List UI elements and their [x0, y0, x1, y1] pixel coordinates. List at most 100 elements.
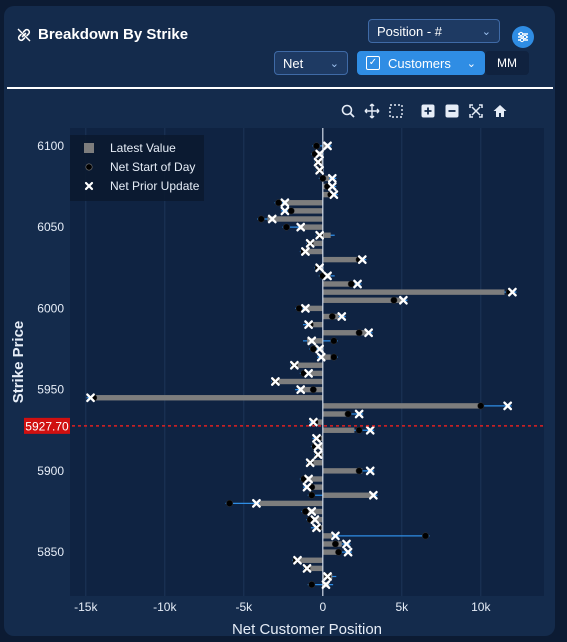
prior-update-x-marker [296, 222, 306, 232]
prior-update-x-marker [305, 238, 315, 248]
latest-value-bar [322, 533, 333, 539]
prior-update-x-marker [308, 417, 318, 427]
zoom-in-icon[interactable] [420, 103, 436, 119]
latest-value-bar [294, 362, 323, 368]
prior-update-x-marker [271, 377, 280, 386]
start-of-day-dot [257, 215, 265, 223]
latest-value-bar [322, 427, 355, 433]
y-axis-label: Strike Price [10, 321, 27, 404]
start-of-day-dot [309, 345, 317, 353]
y-tick-label: 5950 [37, 383, 64, 397]
start-of-day-dot [477, 402, 485, 410]
sliders-icon [518, 31, 528, 43]
mm-button[interactable]: MM [485, 51, 529, 75]
zoom-out-icon[interactable] [444, 103, 460, 119]
x-tick-label: -10k [153, 600, 177, 614]
x-tick-label: -5k [235, 600, 253, 614]
prior-update-x-marker [313, 157, 323, 167]
prior-update-x-marker [301, 303, 310, 313]
latest-value-bar [322, 468, 363, 474]
checkbox-icon: ✓ [366, 56, 380, 70]
latest-value-bar [259, 500, 323, 507]
plot-area [70, 128, 544, 596]
box-select-icon[interactable] [388, 103, 404, 119]
link-icon [17, 28, 31, 41]
prior-update-x-marker [323, 141, 332, 151]
zoom-icon[interactable] [340, 103, 356, 119]
prior-update-x-marker [329, 190, 339, 200]
prior-update-x-marker [353, 279, 362, 289]
prior-update-x-marker [343, 547, 353, 557]
start-of-day-dot [355, 426, 363, 434]
start-of-day-dot [390, 296, 398, 304]
start-of-day-dot [295, 304, 303, 312]
latest-value-bar [93, 395, 323, 401]
latest-value-bar [303, 305, 323, 312]
prior-update-x-marker [327, 173, 337, 183]
legend-x-swatch [84, 181, 94, 191]
latest-value-bar [307, 508, 323, 515]
panel-title-text: Breakdown By Strike [38, 26, 189, 43]
latest-value-bar [307, 565, 323, 572]
prior-update-x-marker [307, 507, 317, 516]
latest-value-bar [322, 492, 374, 498]
latest-value-bar [267, 216, 323, 222]
start-of-day-dot [226, 499, 234, 507]
prior-update-x-marker [337, 312, 347, 321]
autoscale-icon[interactable] [468, 103, 484, 119]
spot-price-label-bg [24, 417, 70, 434]
start-of-day-dot [344, 410, 352, 418]
prior-update-x-marker [365, 425, 375, 435]
start-of-day-dot [313, 142, 320, 150]
latest-value-bar [307, 321, 323, 328]
prior-update-x-marker [293, 555, 302, 565]
prior-update-x-marker [323, 572, 332, 581]
prior-update-x-marker [304, 368, 313, 378]
prior-update-x-marker [315, 344, 325, 354]
latest-value-bar [322, 256, 363, 263]
prior-update-x-marker [280, 206, 290, 216]
start-of-day-dot [330, 337, 338, 345]
settings-sliders-button[interactable] [512, 26, 534, 48]
prior-update-x-marker [315, 263, 325, 273]
latest-value-bar [322, 330, 368, 336]
prior-update-x-marker [313, 442, 323, 451]
prior-update-x-marker [327, 182, 337, 191]
panel-title: Breakdown By Strike [16, 26, 188, 43]
latest-value-bar [322, 297, 402, 303]
prior-update-x-marker [313, 450, 323, 460]
start-of-day-dot [328, 313, 336, 320]
prior-update-x-marker [323, 271, 332, 281]
position-select[interactable]: Position - # ⌄ [368, 19, 500, 43]
latest-value-bar [311, 484, 323, 490]
legend-entry: Latest Value [110, 141, 176, 155]
prior-update-x-marker [312, 523, 321, 533]
prior-update-x-marker [289, 360, 299, 370]
y-tick-label: 6100 [37, 139, 64, 153]
spot-price-label: 5927.70 [25, 419, 69, 433]
customers-select[interactable]: ✓ Customers ⌄ [357, 51, 485, 75]
start-of-day-dot [331, 540, 339, 548]
chevron-down-icon: ⌄ [481, 25, 491, 38]
prior-update-x-marker [364, 328, 374, 338]
y-tick-label: 5850 [37, 545, 64, 559]
plot-toolbar [340, 103, 508, 119]
prior-update-x-marker [267, 214, 277, 224]
pan-icon[interactable] [364, 103, 380, 119]
net-select[interactable]: Net ⌄ [274, 51, 348, 75]
prior-update-x-marker [368, 490, 378, 500]
x-axis-label: Net Customer Position [232, 621, 382, 638]
prior-update-x-marker [310, 515, 320, 525]
latest-value-bar [299, 557, 323, 563]
legend: Latest Value Net Start of Day Net Prior Up… [70, 135, 204, 201]
mm-button-label: MM [497, 56, 517, 70]
start-of-day-dot [308, 491, 316, 499]
latest-value-bar [322, 289, 505, 295]
latest-value-bar [314, 419, 323, 425]
home-icon[interactable] [492, 103, 508, 119]
prior-update-x-marker [316, 352, 326, 362]
prior-update-x-marker [398, 295, 408, 305]
latest-value-bar [283, 200, 323, 206]
position-select-value: Position - # [377, 23, 443, 39]
